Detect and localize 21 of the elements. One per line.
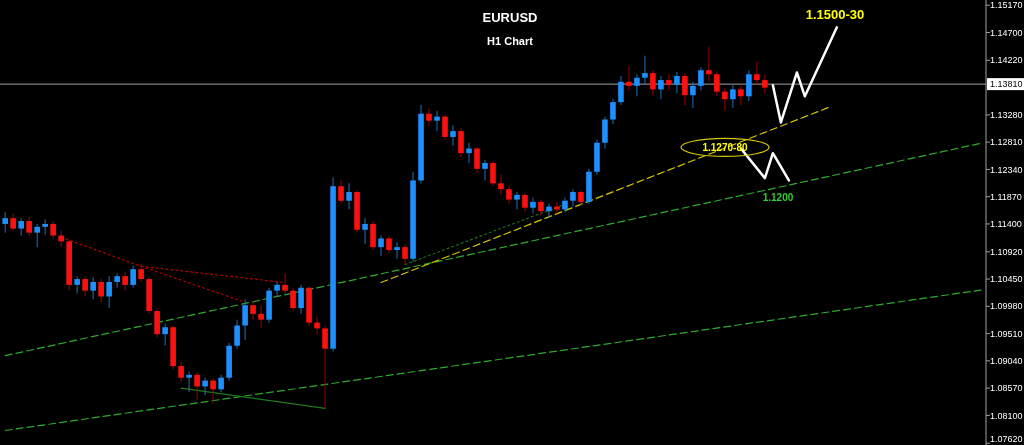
- y-tick-label: 1.10450: [990, 274, 1023, 285]
- y-tick-label: 1.11870: [990, 191, 1022, 202]
- y-tick-label: 1.14220: [990, 55, 1023, 66]
- y-tick-label: 1.08570: [990, 383, 1023, 394]
- annotation: 1.1200: [762, 191, 794, 203]
- annotation: 1.1500-30: [805, 6, 865, 22]
- y-tick-label: 1.14700: [990, 27, 1023, 38]
- ref-line-label: 1.13810: [990, 79, 1023, 90]
- y-tick-label: 1.08100: [990, 410, 1023, 421]
- y-tick-label: 1.11400: [990, 219, 1022, 230]
- text: H1 Chart: [487, 35, 534, 47]
- y-tick-label: 1.07620: [990, 434, 1023, 445]
- y-tick-label: 1.13280: [990, 110, 1023, 121]
- text: EURUSD: [482, 10, 538, 25]
- y-tick-label: 1.09040: [990, 356, 1023, 367]
- y-tick-label: 1.10920: [990, 246, 1023, 257]
- y-tick-label: 1.09980: [990, 301, 1023, 312]
- y-tick-label: 1.12340: [990, 164, 1023, 175]
- y-tick-label: 1.15170: [990, 0, 1023, 11]
- y-tick-label: 1.09510: [990, 328, 1023, 339]
- y-tick-label: 1.12810: [990, 137, 1023, 148]
